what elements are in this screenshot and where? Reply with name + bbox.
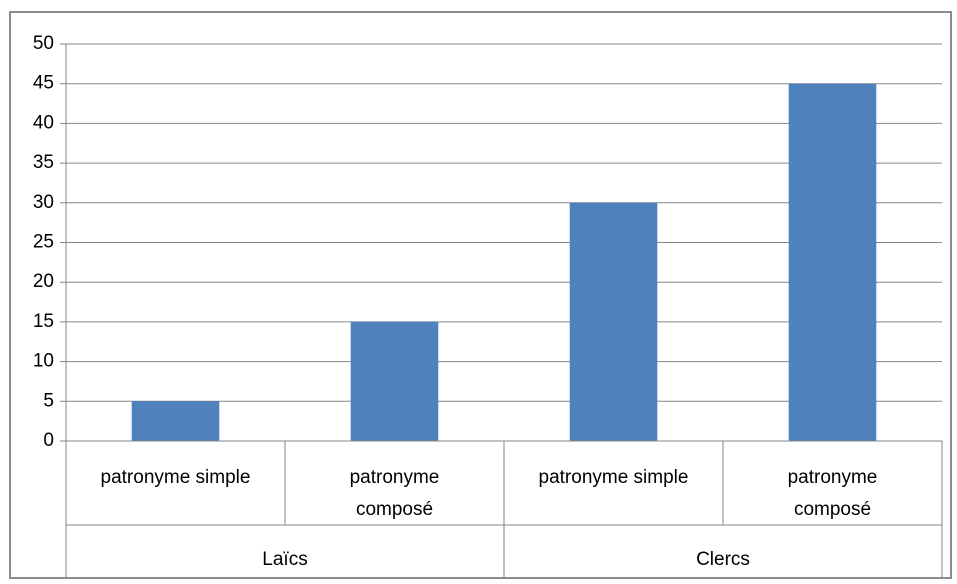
y-tick-label: 15: [33, 311, 54, 332]
x-tick-label: patronyme composé: [349, 467, 440, 520]
x-tick-label-box: patronyme composé: [787, 467, 878, 520]
bar: [788, 83, 877, 441]
y-tick-label: 10: [33, 351, 54, 372]
y-tick-label: 20: [33, 271, 54, 292]
y-tick-label: 40: [33, 112, 54, 133]
y-tick-label: 25: [33, 232, 54, 253]
x-tick-label-box: patronyme simple: [100, 467, 251, 488]
y-tick-label: 50: [33, 33, 54, 54]
y-tick-label: 0: [43, 430, 54, 451]
bar: [131, 401, 220, 441]
group-label: Clercs: [696, 549, 750, 570]
y-tick-label: 45: [33, 73, 54, 94]
x-tick-label-box: patronyme composé: [349, 467, 440, 520]
y-tick-label: 30: [33, 192, 54, 213]
x-tick-label: patronyme simple: [100, 467, 251, 488]
bar: [569, 202, 658, 441]
x-tick-label-box: patronyme simple: [538, 467, 689, 488]
y-tick-label: 5: [43, 390, 54, 411]
bar: [350, 321, 439, 441]
x-tick-label: patronyme simple: [538, 467, 689, 488]
x-tick-label: patronyme composé: [787, 467, 878, 520]
group-label: Laïcs: [262, 549, 307, 570]
y-tick-label: 35: [33, 152, 54, 173]
